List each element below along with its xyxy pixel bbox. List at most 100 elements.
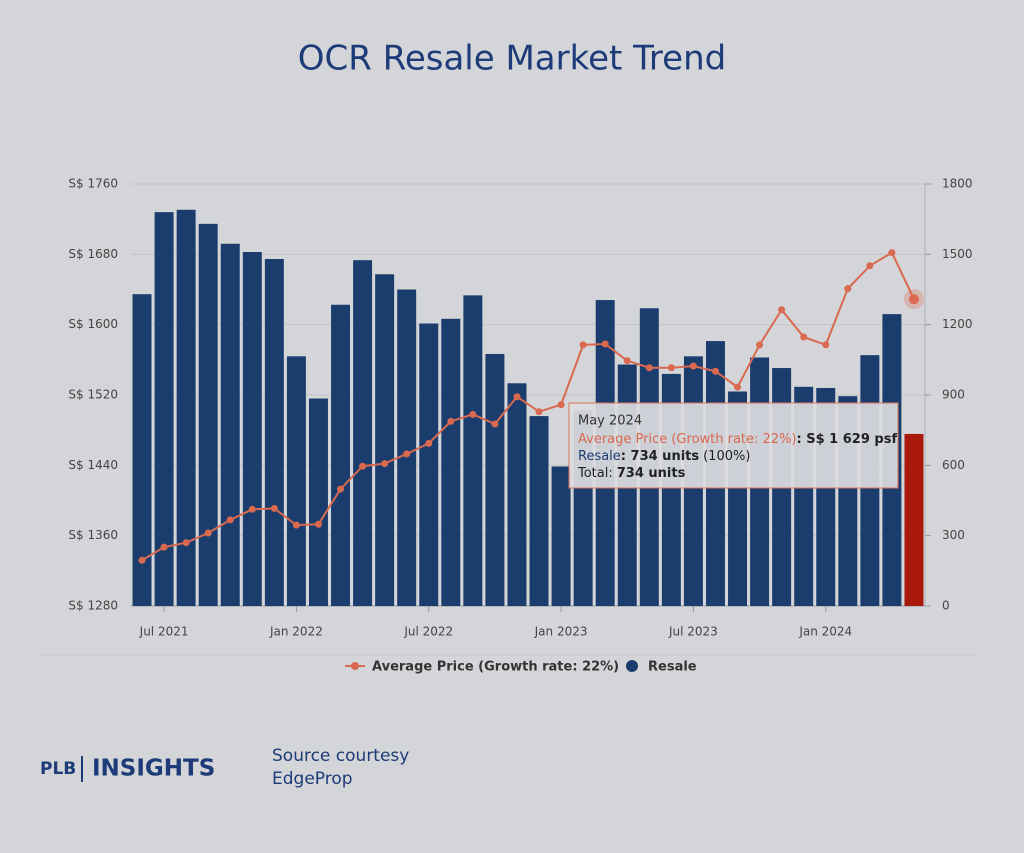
point — [822, 341, 830, 349]
point — [469, 410, 477, 418]
bar — [154, 212, 174, 606]
legend-bar-marker — [626, 660, 638, 672]
point — [292, 521, 300, 529]
point — [734, 383, 742, 391]
point — [908, 294, 919, 305]
point — [359, 462, 367, 470]
bar — [485, 353, 505, 606]
tooltip-text: Total: — [577, 466, 613, 481]
x-tick-label: Jul 2023 — [668, 625, 718, 639]
point — [866, 262, 874, 270]
bar — [551, 466, 571, 606]
source-label: Source courtesy — [272, 746, 409, 766]
bar — [397, 289, 417, 606]
y2-tick-label: 600 — [942, 458, 965, 472]
bar — [419, 323, 439, 606]
point — [381, 460, 389, 468]
y-tick-label: S$ 1600 — [68, 317, 118, 331]
x-tick-label: Jul 2021 — [139, 625, 189, 639]
chart-title: OCR Resale Market Trend — [298, 39, 726, 79]
y-tick-label: S$ 1280 — [68, 599, 118, 613]
y2-tick-label: 0 — [942, 599, 950, 613]
bar — [242, 251, 262, 606]
point — [403, 450, 411, 458]
x-tick-label: Jan 2023 — [534, 625, 588, 639]
point — [226, 516, 234, 524]
point — [667, 364, 675, 372]
y2-tick-label: 1500 — [942, 247, 973, 261]
tooltip-line: Average Price (Growth rate: 22%): S$ 1 6… — [578, 432, 897, 447]
y2-tick-label: 1200 — [942, 317, 973, 331]
x-tick-label: Jan 2024 — [798, 625, 852, 639]
point — [491, 420, 499, 428]
source: EdgeProp — [272, 769, 353, 789]
y2-tick-label: 300 — [942, 528, 965, 542]
y2-tick-label: 900 — [942, 388, 965, 402]
point — [888, 249, 896, 257]
point — [314, 520, 322, 528]
point — [337, 485, 345, 493]
legend-label: Resale — [648, 660, 697, 675]
bar — [331, 304, 351, 606]
point — [425, 439, 433, 447]
point — [778, 306, 786, 314]
point — [844, 285, 852, 293]
point — [800, 333, 808, 341]
tooltip-title: May 2024 — [578, 414, 642, 429]
point — [270, 504, 278, 512]
y-tick-label: S$ 1760 — [68, 177, 118, 191]
tooltip-text: : 734 units — [621, 449, 700, 464]
bar — [353, 260, 373, 606]
bar — [441, 318, 461, 606]
point — [535, 408, 543, 416]
bar — [220, 243, 240, 607]
point — [160, 543, 168, 551]
point — [645, 364, 653, 372]
y-tick-label: S$ 1440 — [68, 458, 118, 472]
tooltip-line: Total: 734 units — [577, 466, 686, 481]
tooltip-text: : S$ 1 629 psf — [797, 432, 898, 447]
tooltip-text: Average Price (Growth rate: 22%) — [578, 432, 797, 447]
tooltip-line: Resale: 734 units (100%) — [578, 449, 750, 464]
point — [182, 539, 190, 547]
bar — [529, 416, 549, 606]
point — [204, 529, 212, 537]
point — [557, 401, 565, 409]
y2-tick-label: 1800 — [942, 177, 973, 191]
point — [689, 362, 697, 370]
bar — [198, 223, 218, 606]
point — [447, 417, 455, 425]
bar — [264, 259, 284, 606]
y-tick-label: S$ 1680 — [68, 247, 118, 261]
bar — [375, 274, 395, 606]
plot: S$ 1280 S$ 1360 S$ 1440 S$ 1520 S$ 1600 S$ 16… — [68, 177, 972, 639]
bar — [176, 209, 196, 607]
y-tick-label: S$ 1360 — [68, 528, 118, 542]
tooltip-text: Resale — [578, 449, 621, 464]
tooltip-box — [568, 402, 899, 489]
tooltip: May 2024 Average Price (Growth rate: 22%… — [568, 402, 899, 489]
bar — [308, 398, 328, 606]
point — [138, 556, 146, 564]
point — [711, 367, 719, 375]
tooltip-text: 734 units — [617, 466, 686, 481]
bar — [463, 295, 483, 606]
point — [248, 505, 256, 513]
point — [579, 341, 587, 349]
brand: PLB — [40, 759, 76, 779]
x-tick-label: Jul 2022 — [403, 625, 453, 639]
legend-line-marker — [351, 662, 359, 670]
tooltip-text: (100%) — [703, 449, 750, 464]
point — [623, 357, 631, 365]
point — [756, 341, 764, 349]
legend-label: Average Price (Growth rate: 22%) — [372, 660, 619, 675]
bar — [286, 356, 306, 606]
y-tick-label: S$ 1520 — [68, 388, 118, 402]
brand-sub: INSIGHTS — [92, 756, 215, 782]
price-line — [141, 251, 915, 562]
x-tick-label: Jan 2022 — [269, 625, 323, 639]
point — [513, 393, 521, 401]
bar — [132, 294, 152, 606]
bar — [507, 383, 527, 606]
bar — [904, 433, 924, 606]
